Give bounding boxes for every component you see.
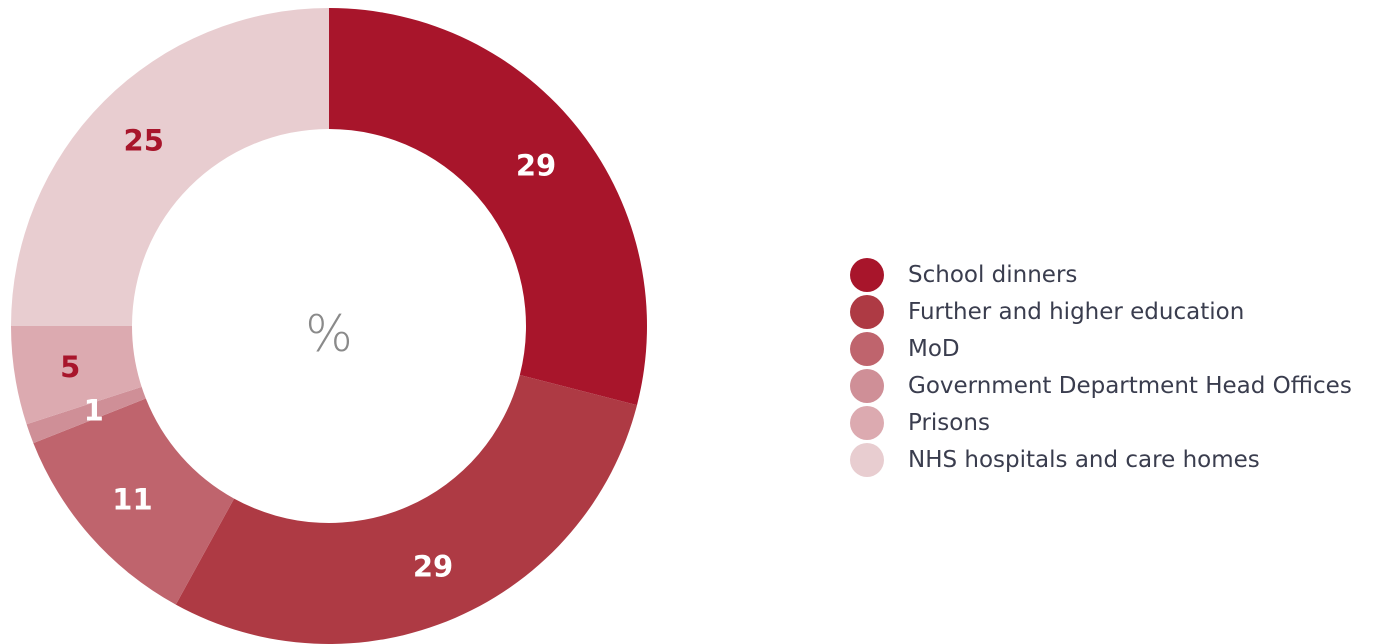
legend-label: Further and higher education — [908, 298, 1245, 325]
legend-item: School dinners — [850, 256, 1352, 293]
legend-item: Further and higher education — [850, 293, 1352, 330]
slice-label-0: 29 — [516, 148, 556, 182]
slice-5 — [11, 8, 329, 326]
legend-label: Government Department Head Offices — [908, 372, 1352, 399]
legend-swatch — [850, 405, 884, 440]
slice-label-5: 25 — [124, 124, 164, 158]
legend-label: School dinners — [908, 261, 1078, 288]
legend-swatch — [850, 257, 884, 292]
slice-3 — [26, 386, 146, 444]
slice-4 — [11, 326, 142, 425]
slice-2 — [33, 398, 235, 605]
center-label: % — [305, 305, 353, 363]
legend-item: Prisons — [850, 404, 1352, 441]
legend-item: Government Department Head Offices — [850, 367, 1352, 404]
legend: School dinners Further and higher educati… — [850, 256, 1352, 478]
legend-swatch — [850, 294, 884, 329]
legend-swatch — [850, 442, 884, 477]
legend-item: NHS hospitals and care homes — [850, 441, 1352, 478]
slice-label-1: 29 — [413, 549, 453, 583]
slice-0 — [329, 8, 647, 406]
slice-label-2: 11 — [112, 482, 152, 516]
slices — [11, 8, 647, 644]
slice-1 — [175, 374, 638, 644]
legend-label: NHS hospitals and care homes — [908, 446, 1260, 473]
legend-item: MoD — [850, 330, 1352, 367]
legend-label: Prisons — [908, 409, 990, 436]
slice-label-3: 1 — [84, 394, 104, 428]
slice-label-4: 5 — [60, 350, 80, 384]
legend-swatch — [850, 368, 884, 403]
legend-swatch — [850, 331, 884, 366]
legend-label: MoD — [908, 335, 960, 362]
